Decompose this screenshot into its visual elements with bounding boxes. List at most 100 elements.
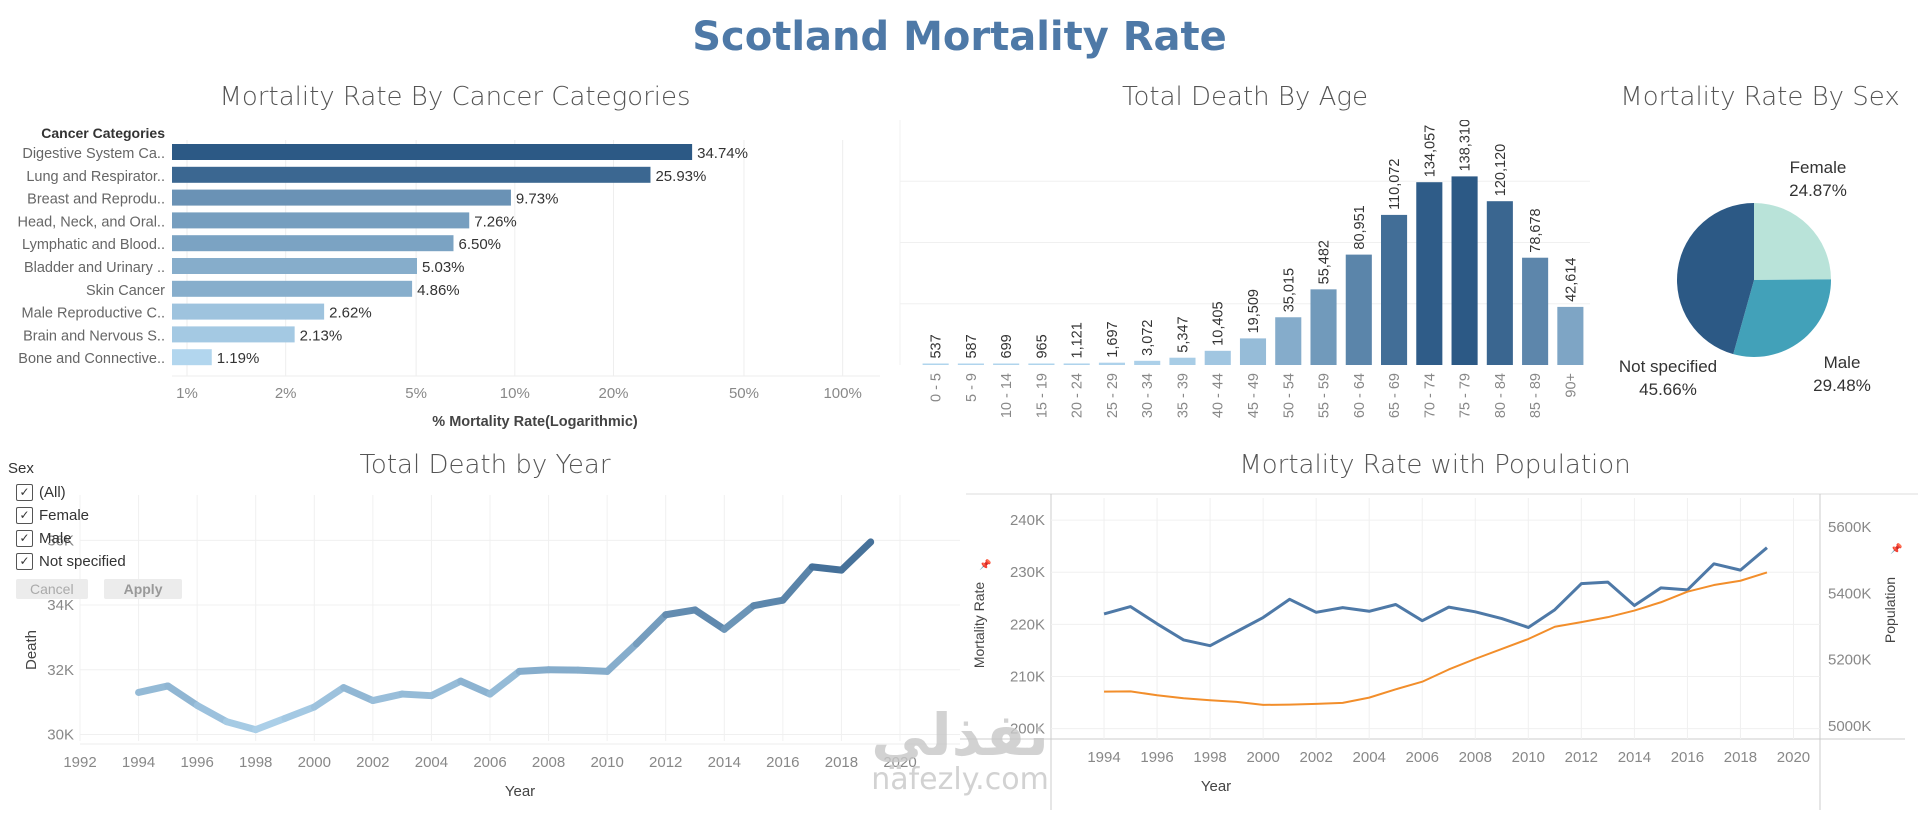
y-right-tick-label: 5200K <box>1828 652 1871 669</box>
x-tick-label: 40 - 44 <box>1211 373 1227 418</box>
data-label: 78,678 <box>1528 208 1544 252</box>
x-tick-label: 5 - 9 <box>964 373 980 402</box>
checkbox-not-specified[interactable]: ✓ <box>16 553 33 570</box>
data-label: 35,015 <box>1281 268 1297 312</box>
data-label: 55,482 <box>1317 240 1333 284</box>
x-tick-label: 30 - 34 <box>1140 373 1156 418</box>
x-tick-label: 2018 <box>825 754 858 771</box>
x-tick-label: 1998 <box>239 754 272 771</box>
data-label: 7.26% <box>474 213 517 230</box>
x-tick-label: 2012 <box>649 754 682 771</box>
data-label: 6.50% <box>458 236 501 253</box>
population-line <box>1104 571 1768 706</box>
x-tick-label: 10% <box>500 385 530 402</box>
pie-label: Not specified <box>1619 357 1717 376</box>
x-tick-label: 1994 <box>1087 749 1120 766</box>
x-tick-label: 2006 <box>473 754 506 771</box>
x-tick-label: 2020 <box>1777 749 1810 766</box>
x-tick-label: 2000 <box>1246 749 1279 766</box>
bar <box>1416 182 1443 365</box>
bar <box>172 303 325 320</box>
bar <box>172 349 212 366</box>
x-tick-label: 2002 <box>356 754 389 771</box>
year-line-chart: 1992 1994 1996 1998 2000 2002 2004 2006 2008 2010… <box>23 495 960 800</box>
data-label: 4.86% <box>417 282 460 299</box>
y-left-tick-label: 230K <box>1010 564 1045 581</box>
x-tick-label: 90+ <box>1563 373 1579 398</box>
bar <box>1239 338 1267 365</box>
data-label: 25.93% <box>655 168 706 185</box>
filter-option-female[interactable]: ✓ Female <box>8 504 208 527</box>
x-tick-label: 2014 <box>1618 749 1651 766</box>
line-segment <box>164 682 201 709</box>
data-label: 80,951 <box>1352 205 1368 249</box>
bar <box>1028 363 1055 365</box>
bar <box>1557 306 1584 365</box>
x-tick-label: 55 - 59 <box>1317 373 1333 418</box>
x-tick-label: 1994 <box>122 754 155 771</box>
data-label: 110,072 <box>1387 159 1403 210</box>
x-tick-label: 5% <box>405 385 427 402</box>
pie-label: Male <box>1824 353 1861 372</box>
x-tick-label: 2004 <box>415 754 448 771</box>
bar <box>1381 214 1408 365</box>
bar <box>172 258 417 274</box>
line-segment <box>252 714 289 734</box>
bar <box>172 280 413 297</box>
x-tick-label: 2002 <box>1299 749 1332 766</box>
line-segment <box>135 682 172 696</box>
x-tick-label: 2% <box>275 385 297 402</box>
pie-value-label: 24.87% <box>1789 181 1847 200</box>
line-segment <box>750 596 787 610</box>
pie-slice <box>1754 203 1831 280</box>
line-segment <box>486 667 523 698</box>
filter-option-label: (All) <box>39 484 66 501</box>
bar <box>1486 201 1513 365</box>
checkbox-all[interactable]: ✓ <box>16 484 33 501</box>
checkbox-female[interactable]: ✓ <box>16 507 33 524</box>
year-chart-title: Total Death by Year <box>359 450 611 480</box>
filter-option-all[interactable]: ✓ (All) <box>8 481 208 504</box>
checkbox-male[interactable]: ✓ <box>16 530 33 547</box>
data-label: 3,072 <box>1140 320 1156 356</box>
pie-value-label: 29.48% <box>1813 376 1871 395</box>
category-label: Skin Cancer <box>86 283 165 299</box>
filter-option-not-specified[interactable]: ✓ Not specified <box>8 550 208 573</box>
line-segment <box>515 666 553 675</box>
cancel-button[interactable]: Cancel <box>16 579 88 599</box>
filter-option-male[interactable]: ✓ Male <box>8 527 208 550</box>
x-tick-label: 2006 <box>1406 749 1439 766</box>
x-tick-label: 2020 <box>883 754 916 771</box>
data-label: 134,057 <box>1422 125 1438 177</box>
data-label: 2.13% <box>300 327 343 344</box>
line-segment <box>193 701 230 726</box>
y-left-tick-label: 210K <box>1010 668 1045 685</box>
data-label: 965 <box>1034 334 1050 358</box>
apply-button[interactable]: Apply <box>103 579 183 599</box>
pin-icon: 📌 <box>979 558 992 571</box>
data-label: 9.73% <box>516 191 559 208</box>
x-tick-label: 2016 <box>1671 749 1704 766</box>
filter-option-label: Female <box>39 507 90 524</box>
line-segment <box>662 606 699 619</box>
x-tick-label: 10 - 14 <box>999 373 1015 418</box>
bar <box>1345 254 1372 365</box>
x-tick-label: 15 - 19 <box>1034 373 1050 418</box>
data-label: 42,614 <box>1563 258 1579 302</box>
x-tick-label: 1% <box>176 385 198 402</box>
line-segment <box>457 677 494 698</box>
age-bar-chart: 537 0 - 5 587 5 - 9 699 10 - 14 965 15 - 19 1,12… <box>899 120 1590 418</box>
x-tick-label: 1996 <box>1140 749 1173 766</box>
bar <box>957 363 984 365</box>
bar <box>1134 360 1161 365</box>
sex-chart-title: Mortality Rate By Sex <box>1620 82 1900 112</box>
y-right-tick-label: 5600K <box>1828 519 1871 536</box>
cancer-chart-title: Mortality Rate By Cancer Categories <box>219 82 691 112</box>
data-label: 699 <box>999 334 1015 358</box>
row-header: Cancer Categories <box>41 125 165 141</box>
data-label: 2.62% <box>329 305 372 322</box>
data-label: 587 <box>964 334 980 358</box>
category-label: Bladder and Urinary .. <box>24 260 165 276</box>
data-label: 537 <box>929 334 945 358</box>
line-segment <box>340 684 377 705</box>
